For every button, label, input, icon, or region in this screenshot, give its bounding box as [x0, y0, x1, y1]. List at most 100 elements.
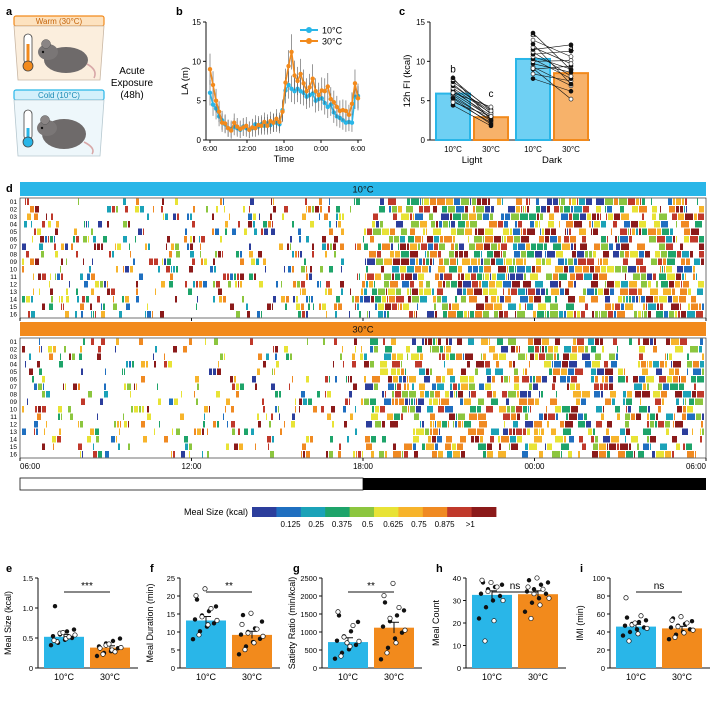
d-meal-mark	[533, 376, 535, 383]
d-meal-mark	[134, 406, 138, 413]
d-meal-mark	[58, 406, 62, 413]
h-point-filled	[536, 596, 542, 601]
d-meal-mark	[693, 266, 695, 273]
h-point-filled	[538, 582, 544, 587]
d-meal-mark	[39, 338, 40, 345]
e-point-open	[118, 645, 124, 651]
h-point-open	[537, 602, 543, 608]
d-meal-mark	[558, 258, 564, 265]
c-pair-line	[532, 63, 572, 73]
d-meal-mark	[539, 391, 540, 398]
d-meal-mark	[42, 391, 45, 398]
e-point-filled	[94, 653, 100, 659]
d-meal-mark	[364, 398, 369, 405]
d-meal-mark	[355, 346, 356, 353]
d-meal-mark	[615, 303, 620, 310]
d-meal-mark	[240, 281, 242, 288]
b-x-tick-label: 12:00	[238, 144, 257, 153]
d-meal-mark	[71, 243, 73, 250]
d-meal-mark	[122, 296, 124, 303]
d-meal-mark	[153, 206, 154, 213]
d-meal-mark	[407, 353, 408, 360]
d-meal-mark	[244, 428, 248, 435]
d-meal-mark	[511, 213, 519, 220]
d-meal-mark	[173, 266, 175, 273]
d-meal-mark	[309, 273, 312, 280]
d-meal-mark	[640, 398, 641, 405]
d-meal-mark	[641, 296, 645, 303]
d-meal-mark	[499, 353, 506, 360]
d-meal-mark	[593, 273, 598, 280]
d-meal-mark	[561, 213, 568, 220]
d-meal-mark	[325, 376, 328, 383]
d-meal-mark	[564, 311, 566, 318]
d-meal-mark	[569, 436, 574, 443]
d-meal-mark	[514, 251, 520, 258]
d-meal-mark	[392, 398, 394, 405]
d-meal-mark	[687, 353, 689, 360]
d-meal-mark	[54, 243, 56, 250]
d-meal-mark	[534, 421, 542, 428]
d-meal-mark	[620, 288, 628, 295]
d-meal-mark	[674, 413, 675, 420]
d-meal-mark	[691, 228, 699, 235]
d-meal-mark	[528, 338, 533, 345]
b-y-axis-label: LA (m)	[180, 67, 191, 95]
d-meal-mark	[504, 421, 505, 428]
d-meal-mark	[202, 451, 203, 458]
d-condition-label: 30°C	[352, 325, 373, 336]
d-meal-mark	[56, 221, 59, 228]
d-meal-mark	[29, 368, 33, 375]
d-meal-mark	[501, 346, 508, 353]
d-meal-mark	[238, 428, 240, 435]
d-meal-mark	[393, 258, 400, 265]
d-meal-mark	[213, 281, 215, 288]
d-meal-mark	[660, 266, 661, 273]
d-meal-mark	[449, 413, 455, 420]
d-meal-mark	[202, 428, 204, 435]
d-meal-mark	[621, 281, 628, 288]
d-meal-mark	[112, 206, 115, 213]
d-meal-mark	[370, 338, 378, 345]
d-meal-mark	[426, 258, 429, 265]
d-meal-mark	[149, 258, 153, 265]
d-meal-mark	[201, 258, 203, 265]
d-meal-mark	[626, 406, 627, 413]
d-meal-mark	[428, 338, 432, 345]
d-meal-mark	[306, 206, 307, 213]
d-meal-mark	[112, 251, 114, 258]
f-y-tick-label: 20	[167, 592, 175, 601]
d-meal-mark	[336, 221, 337, 228]
d-meal-mark	[605, 296, 610, 303]
d-meal-mark	[456, 413, 457, 420]
g-y-tick-label: 2500	[300, 574, 317, 583]
d-meal-mark	[292, 413, 295, 420]
d-meal-mark	[517, 436, 522, 443]
d-meal-mark	[429, 398, 432, 405]
d-meal-mark	[583, 266, 589, 273]
d-meal-mark	[189, 451, 190, 458]
d-meal-mark	[683, 391, 691, 398]
d-meal-mark	[607, 443, 608, 450]
d-row-label: 01	[10, 199, 18, 206]
c-pair-point	[488, 121, 494, 127]
d-meal-mark	[195, 376, 199, 383]
d-meal-mark	[476, 243, 483, 250]
d-meal-mark	[501, 436, 509, 443]
d-meal-mark	[586, 421, 591, 428]
d-meal-mark	[284, 421, 285, 428]
d-meal-mark	[97, 413, 98, 420]
d-meal-mark	[697, 198, 698, 205]
d-colorbar-cell	[374, 507, 399, 517]
d-meal-mark	[513, 228, 520, 235]
d-meal-mark	[392, 361, 400, 368]
d-meal-mark	[353, 383, 357, 390]
c-pair-line	[452, 97, 492, 120]
d-meal-mark	[607, 236, 608, 243]
f-point-open	[193, 593, 199, 599]
d-meal-mark	[615, 281, 620, 288]
d-meal-mark	[483, 213, 489, 220]
d-meal-mark	[97, 296, 100, 303]
d-meal-mark	[638, 338, 640, 345]
d-meal-mark	[347, 436, 349, 443]
